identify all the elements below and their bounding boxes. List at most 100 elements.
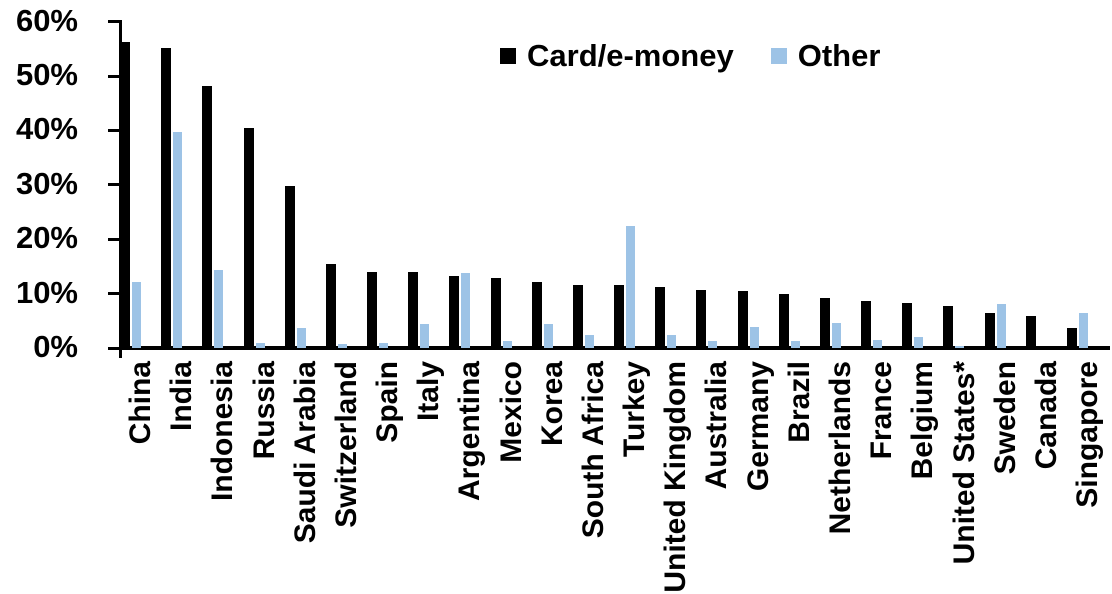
x-axis-label: Germany xyxy=(741,361,775,492)
bar-card-e-money xyxy=(737,291,748,348)
bar-card-e-money xyxy=(778,294,789,348)
x-axis-label: China xyxy=(124,361,158,445)
bar-card-e-money xyxy=(902,303,913,348)
x-label-slot: Singapore xyxy=(1067,361,1108,508)
x-label-slot: Saudi Arabia xyxy=(285,361,326,543)
category-slot xyxy=(819,8,861,348)
legend: Card/e-money Other xyxy=(500,38,880,74)
y-tick-mark xyxy=(108,238,119,241)
category-slot xyxy=(861,8,902,348)
category-slot xyxy=(202,8,243,348)
category-slot xyxy=(449,8,490,348)
bar-card-e-money xyxy=(696,290,707,348)
y-tick-label: 20% xyxy=(15,220,78,255)
category-slot xyxy=(408,8,449,348)
bar-other xyxy=(543,324,553,348)
bar-card-e-money xyxy=(325,264,336,348)
x-label-slot: Switzerland xyxy=(326,361,367,528)
category-slot xyxy=(1025,8,1067,348)
category-slot xyxy=(614,8,655,348)
bar-card-e-money xyxy=(1025,316,1036,348)
bar-other xyxy=(502,341,512,348)
y-tick-mark xyxy=(108,347,119,350)
bar-other xyxy=(461,273,471,348)
x-label-slot: Australia xyxy=(696,361,737,489)
legend-label-other: Other xyxy=(797,38,881,73)
x-label-slot: Italy xyxy=(408,361,449,421)
x-axis-label: Russia xyxy=(247,361,281,460)
y-tick-label: 10% xyxy=(15,275,78,310)
category-slot xyxy=(902,8,943,348)
x-label-slot: France xyxy=(861,361,902,459)
category-slot xyxy=(696,8,737,348)
x-label-slot: India xyxy=(161,361,202,431)
x-label-slot: United States* xyxy=(943,361,984,564)
category-slot xyxy=(572,8,614,348)
x-axis-label: India xyxy=(165,361,199,432)
plot-area xyxy=(120,8,1108,348)
x-label-slot: Indonesia xyxy=(202,361,243,501)
bar-card-e-money xyxy=(161,48,172,348)
x-label-slot: Brazil xyxy=(779,361,820,443)
legend-entry-card-e-money: Card/e-money xyxy=(500,38,734,74)
x-axis-label: Saudi Arabia xyxy=(288,361,322,544)
x-label-slot: Mexico xyxy=(491,361,532,463)
x-axis-label: Italy xyxy=(412,361,446,422)
bar-card-e-money xyxy=(408,272,419,348)
x-label-slot: Spain xyxy=(367,361,408,443)
y-tick-label: 60% xyxy=(15,3,78,38)
x-label-slot: Argentina xyxy=(449,361,490,501)
bar-other xyxy=(790,341,800,348)
bar-card-e-money xyxy=(943,306,954,348)
x-axis-label: Indonesia xyxy=(206,361,240,502)
category-slot xyxy=(243,8,285,348)
x-axis-label: Switzerland xyxy=(329,361,363,528)
category-slot xyxy=(531,8,573,348)
x-axis-label: United Kingdom xyxy=(659,361,693,593)
x-axis-label: Canada xyxy=(1029,361,1063,470)
x-axis-label: United States* xyxy=(947,361,981,565)
category-slot xyxy=(943,8,984,348)
bar-card-e-money xyxy=(202,86,213,348)
x-label-slot: Sweden xyxy=(985,361,1026,474)
bar-other xyxy=(667,335,677,348)
bar-other xyxy=(584,335,594,348)
x-axis-labels: China India Indonesia Russia Saudi Arabia Swi… xyxy=(120,361,1108,593)
bar-other xyxy=(708,341,718,348)
x-axis-line xyxy=(119,346,1110,350)
bar-card-e-money xyxy=(367,272,378,348)
category-slot xyxy=(490,8,532,348)
category-slot xyxy=(284,8,326,348)
y-tick-label: 0% xyxy=(33,329,78,364)
bar-other xyxy=(337,344,347,348)
bar-card-e-money xyxy=(655,287,666,348)
x-label-slot: Canada xyxy=(1026,361,1067,469)
x-axis-label: Belgium xyxy=(906,361,940,480)
y-tick-mark xyxy=(108,129,119,132)
bar-other xyxy=(420,324,430,348)
y-tick-mark xyxy=(108,292,119,295)
y-tick-mark xyxy=(108,20,119,23)
bar-card-e-money xyxy=(614,285,625,348)
legend-entry-other: Other xyxy=(770,38,881,74)
x-label-slot: Korea xyxy=(532,361,573,446)
category-slot xyxy=(655,8,696,348)
x-axis-label: Turkey xyxy=(618,361,652,458)
bar-other xyxy=(749,327,759,348)
x-axis-label: Argentina xyxy=(453,361,487,502)
bar-card-e-money xyxy=(243,128,254,348)
y-tick-label: 30% xyxy=(15,166,78,201)
bar-other xyxy=(955,346,965,348)
category-slot xyxy=(161,8,202,348)
category-slot xyxy=(325,8,367,348)
bar-other xyxy=(996,304,1006,348)
x-label-slot: Netherlands xyxy=(820,361,861,534)
y-tick-label: 50% xyxy=(15,57,78,92)
bar-other xyxy=(214,270,224,348)
bar-card-e-money xyxy=(819,298,830,348)
bar-other xyxy=(1078,313,1088,348)
x-label-slot: Turkey xyxy=(614,361,655,457)
x-label-slot: United Kingdom xyxy=(655,361,696,593)
legend-label-card-e-money: Card/e-money xyxy=(527,38,734,73)
